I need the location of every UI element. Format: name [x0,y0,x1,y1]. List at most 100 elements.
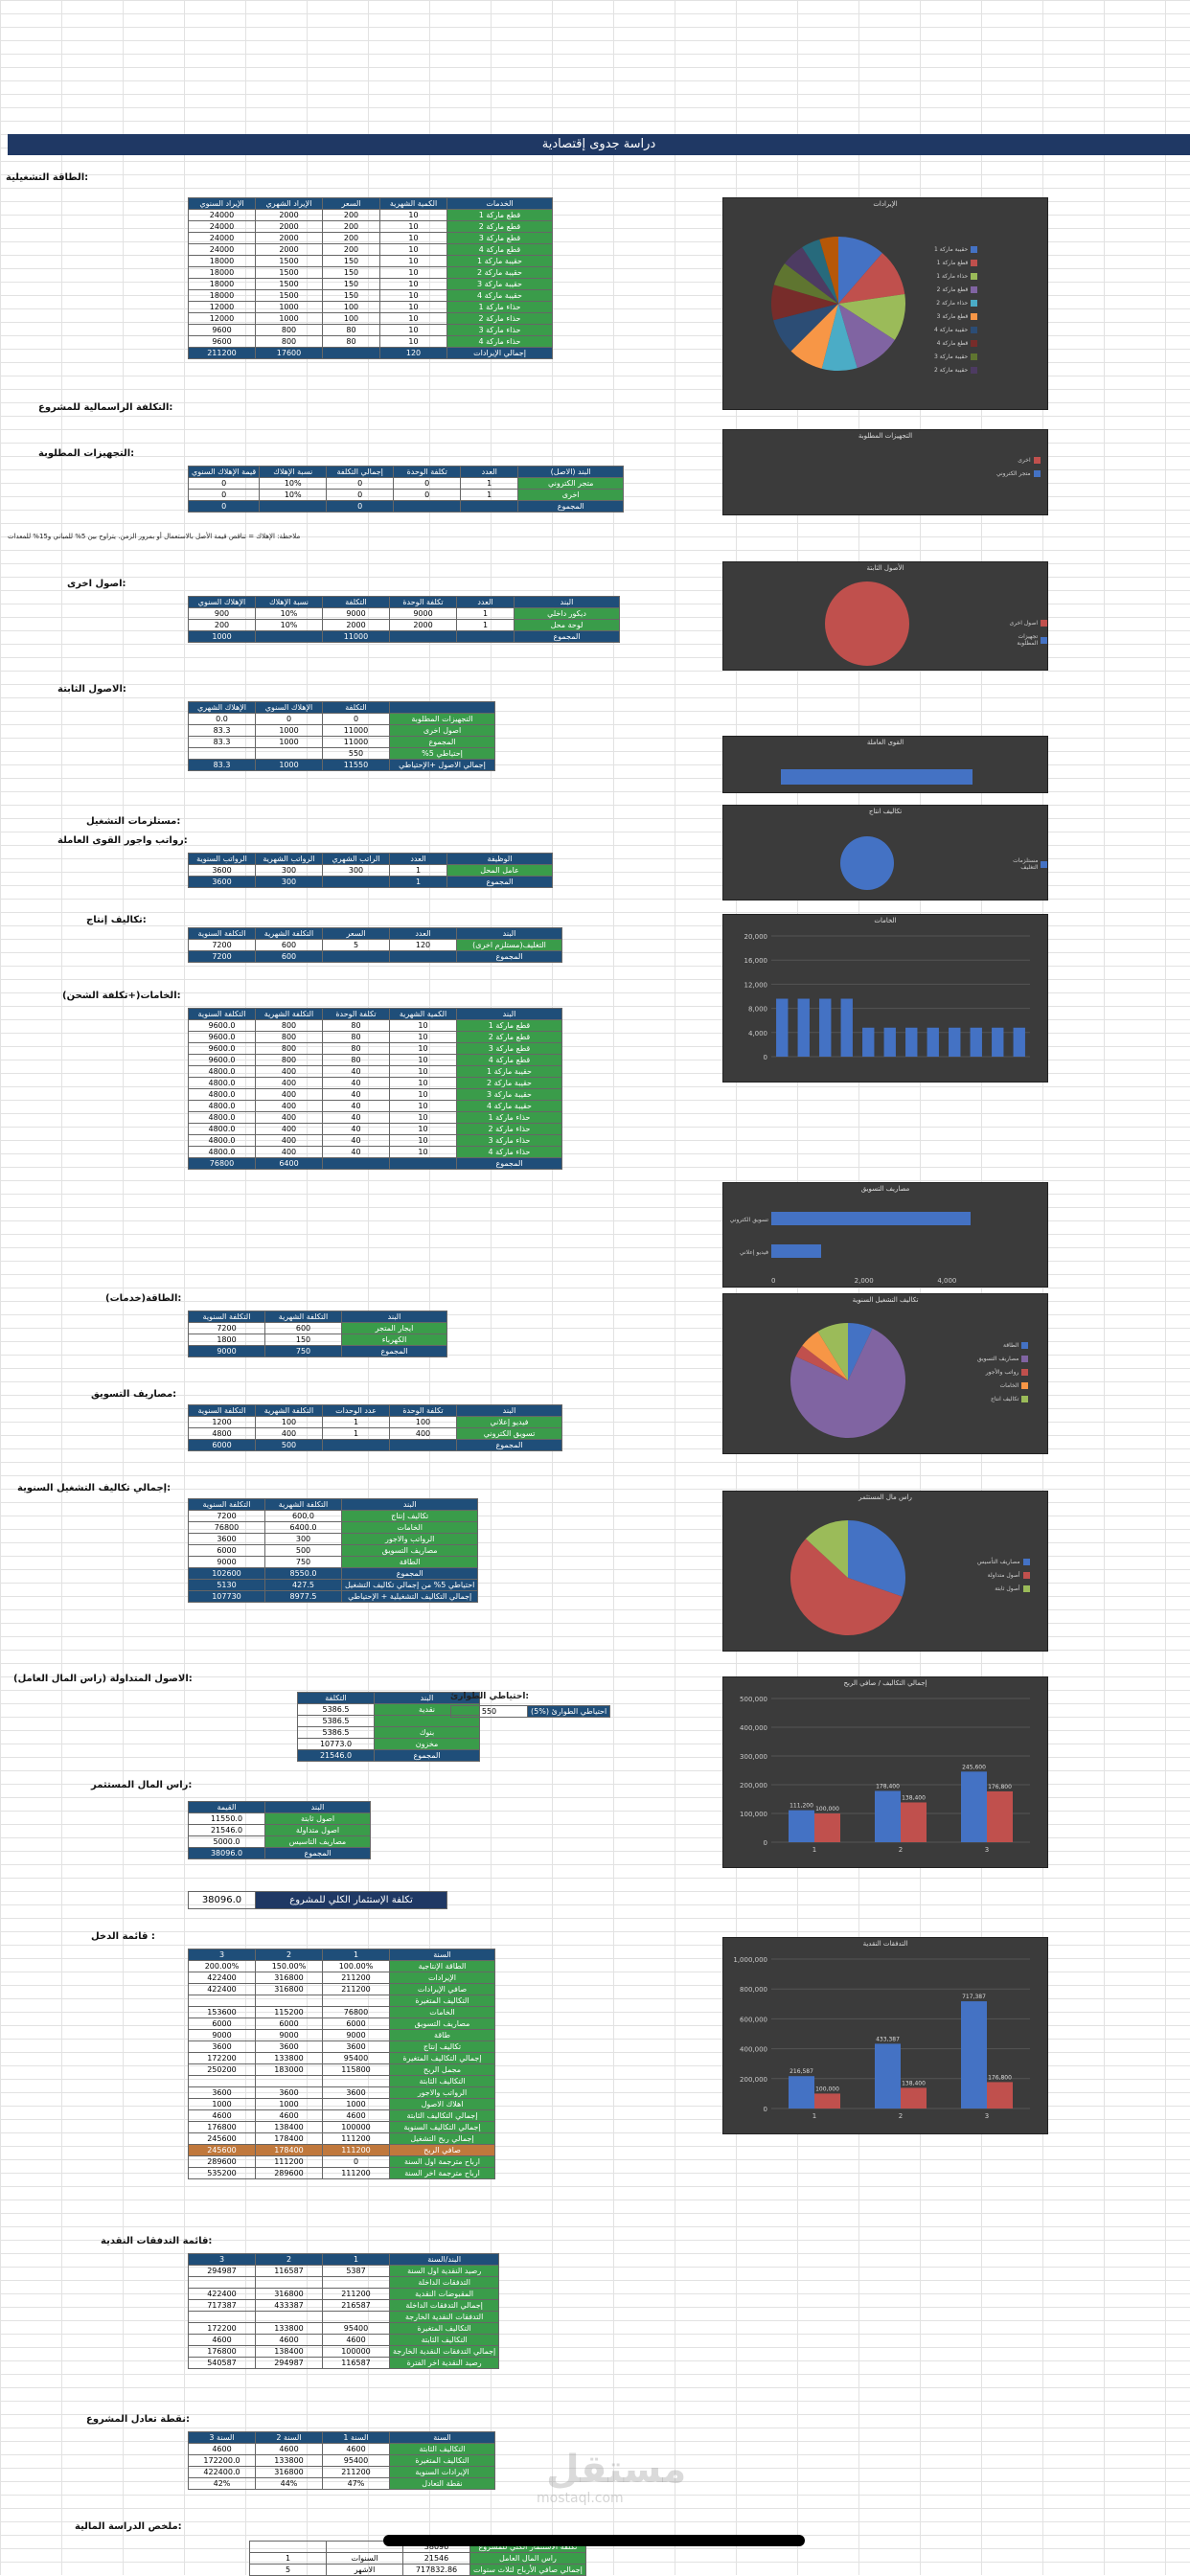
table-cell: 4600 [322,2334,390,2346]
legend-label: حقيبة ماركة 4 [934,327,969,333]
table-row: قطع ماركة 1 10 80 800 9600.0 [188,1019,562,1032]
table-cell [255,2075,323,2087]
table-row: إجمالي التكاليف المتغيرة 95400 133800 17220… [188,2052,495,2064]
column-header: التكلفة الشهرية [255,1404,323,1417]
table-cell: حذاء ماركة 4 [456,1146,562,1158]
table-cell: 1 [460,489,519,501]
table-cell: 18000 [188,289,256,302]
table-cell: 4800.0 [188,1146,256,1158]
table-cell [255,1995,323,2007]
table-cell: 10% [255,619,323,631]
table-cell: 10 [379,278,447,290]
table-cell: 400 [255,1077,323,1089]
table-cell: 18000 [188,266,256,279]
table-cell: 1 [456,619,515,631]
table-cell: التكاليف المتغيرة [389,1995,495,2007]
table-row: إجمالي التكاليف الثابتة 4600 4600 4600 [188,2109,495,2122]
table-cell: 4600 [255,2443,323,2455]
section-other_assets: :اصول اخرى [67,579,126,589]
table-cell: 80 [322,1054,390,1066]
table-row: حقيبة ماركة 3 10 150 1500 18000 [188,278,553,290]
table-cell: 500 [264,1544,342,1557]
pie-slice [838,294,905,340]
emergency-label: :احتياطي الطوارئ [450,1692,530,1701]
table-cell: 40 [322,1077,390,1089]
column-header: الإيراد السنوي [188,197,256,210]
chart-title: الأصول الثابتة [866,564,904,572]
table-cell: 9000 [322,607,390,620]
bar [771,1244,821,1258]
column-header: البند (الاصل) [517,466,625,478]
table-row: حقيبة ماركة 4 10 40 400 4800.0 [188,1100,562,1112]
table-cell: 8550.0 [264,1567,342,1580]
bar [875,1790,901,1842]
table-row: تكاليف إنتاج 600.0 7200 [188,1510,479,1522]
legend-swatch [971,367,978,374]
table-header-row: الوظيفة العدد الراتب الشهري الرواتب الشهرية… [188,853,553,865]
table-cell: إجمالي التكاليف الثابتة [389,2109,495,2122]
bar [961,2001,987,2109]
legend-item: أصول متداولة [977,1572,1030,1579]
tick-label: 800,000 [740,1986,767,1994]
table-cell: 24000 [188,220,256,233]
table-cell: 10 [389,1146,457,1158]
table-cell: صافي الربح [389,2144,495,2156]
category-label: 2 [899,1846,903,1854]
table-cell: المجموع [389,736,495,748]
table-cell: 316800 [255,1983,323,1995]
table-cell: 1 [249,2552,327,2565]
table-cell: 1000 [188,630,256,643]
table-row: ارباح مترجمة اخر السنة 111200 289600 535200 [188,2167,495,2179]
table-cell: 0 [187,489,261,501]
table-cell: مصاريف التسويق [389,2017,495,2030]
table-cell: 5386.5 [297,1726,375,1739]
table-cell: 5386.5 [297,1715,375,1727]
table-cell: 176800 [188,2121,256,2133]
table-cell: 107730 [188,1590,265,1603]
bar [970,1027,982,1057]
table-cell: 200 [322,220,380,233]
table-cell: 11000 [322,736,390,748]
pie-slice [848,1520,905,1597]
column-header: البند [456,1008,562,1020]
table-cell: 400 [255,1100,323,1112]
table-cell: 1 [389,864,447,877]
table-row: قطع ماركة 4 10 80 800 9600.0 [188,1054,562,1066]
section-prod_costs: :تكاليف إنتاج [86,915,147,925]
table-cell: 183000 [255,2063,323,2076]
table-cell: 10% [259,489,328,501]
table-cell: 4600 [188,2443,256,2455]
table-total-row: احتياطي 5% من إجمالي تكاليف التشغيل 427.5… [188,1579,479,1591]
table-cell: 1500 [255,255,323,267]
table-row: حذاء ماركة 4 10 80 800 9600 [188,335,553,348]
table-row: التكاليف المتغيرة [188,1995,495,2007]
table-header-row: البند التكلفة الشهرية التكلفة السنوية [188,1311,447,1323]
table-cell: 21546.0 [188,1824,265,1836]
table-cell: 76800 [188,1521,265,1534]
table-cell: 1500 [255,266,323,279]
table-cell: قطع ماركة 1 [456,1019,562,1032]
table-cell: 200 [322,209,380,221]
table-row: اهلاك الاصول 1000 1000 1000 [188,2098,495,2110]
materials-table: البند الكمية الشهرية تكلفة الوحدة التكلفة ا… [188,1008,562,1170]
table-cell: 3600 [188,1533,265,1545]
table-cell: 40 [322,1088,390,1101]
table-total-row: المجموع 21546.0 [297,1749,480,1762]
table-cell [322,950,390,963]
column-header: العدد [456,596,515,608]
table-cell: 1000 [255,301,323,313]
table-cell: 4600 [188,2334,256,2346]
tick-label: 0 [771,1277,775,1285]
column-header: البند [514,596,620,608]
table-cell: 2000 [322,619,390,631]
table-cell: 0 [393,477,462,490]
table-cell: 18000 [188,255,256,267]
table-cell [188,2276,256,2289]
table-row: تسويق الكتروني 400 1 400 4800 [188,1427,562,1440]
table-cell: المجموع [517,500,625,513]
table-cell: 10% [259,477,328,490]
table-cell: 100000 [322,2121,390,2133]
table-row: راس المال العامل 21546 السنوات 1 [249,2552,586,2565]
table-cell: 11550.0 [188,1812,265,1825]
table-row: حذاء ماركة 3 10 40 400 4800.0 [188,1134,562,1147]
